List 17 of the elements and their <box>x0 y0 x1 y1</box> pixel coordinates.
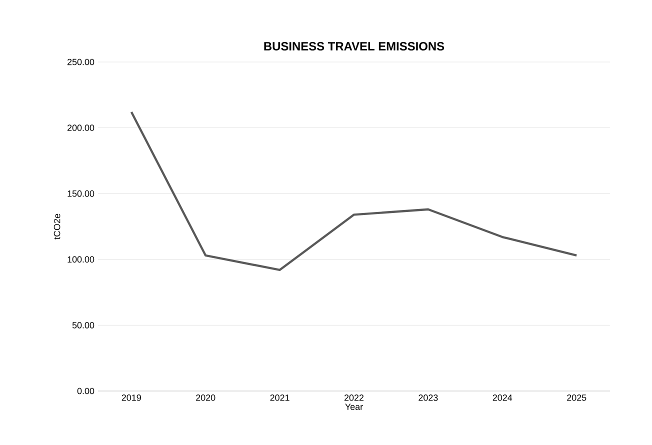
y-tick-label: 200.00 <box>68 124 94 131</box>
x-tick-label: 2022 <box>344 394 364 401</box>
line-series <box>130 110 578 272</box>
chart-title: BUSINESS TRAVEL EMISSIONS <box>264 42 444 50</box>
x-tick-label: 2019 <box>122 394 141 401</box>
x-tick-label: 2025 <box>567 394 586 401</box>
y-tick-label: 100.00 <box>68 256 94 263</box>
y-tick-label: 150.00 <box>68 190 94 197</box>
x-tick-label: 2023 <box>418 394 438 401</box>
x-tick-label: 2020 <box>196 394 216 401</box>
y-tick-label: 0.00 <box>77 388 94 394</box>
x-tick-label: 2021 <box>270 394 290 401</box>
y-tick-label: 250.00 <box>68 58 94 66</box>
x-axis-title: Year <box>345 404 363 410</box>
y-tick-label: 50.00 <box>72 322 94 328</box>
x-tick-label: 2024 <box>492 394 512 401</box>
y-axis-title: tCO2e <box>54 214 60 240</box>
